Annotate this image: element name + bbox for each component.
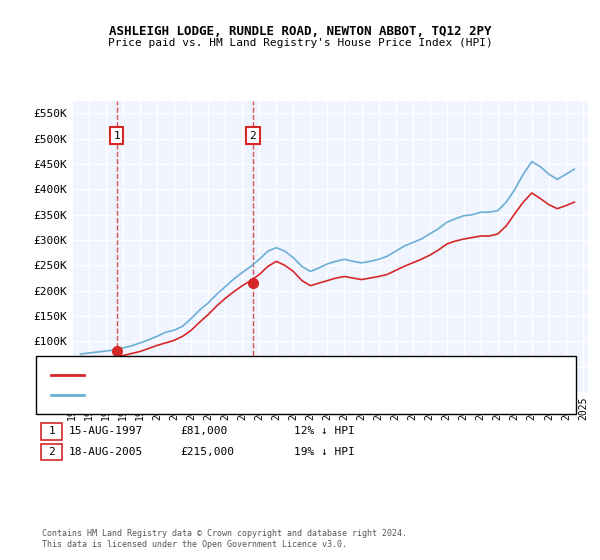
Text: £215,000: £215,000 <box>180 447 234 457</box>
Text: ASHLEIGH LODGE, RUNDLE ROAD, NEWTON ABBOT, TQ12 2PY (detached house): ASHLEIGH LODGE, RUNDLE ROAD, NEWTON ABBO… <box>91 370 491 380</box>
Text: 1: 1 <box>113 130 120 141</box>
Text: 2: 2 <box>250 130 256 141</box>
Text: 12% ↓ HPI: 12% ↓ HPI <box>294 426 355 436</box>
Text: 19% ↓ HPI: 19% ↓ HPI <box>294 447 355 457</box>
Text: 1: 1 <box>48 426 55 436</box>
Text: 15-AUG-1997: 15-AUG-1997 <box>69 426 143 436</box>
Text: 18-AUG-2005: 18-AUG-2005 <box>69 447 143 457</box>
Text: Contains HM Land Registry data © Crown copyright and database right 2024.
This d: Contains HM Land Registry data © Crown c… <box>42 529 407 549</box>
Text: ASHLEIGH LODGE, RUNDLE ROAD, NEWTON ABBOT, TQ12 2PY: ASHLEIGH LODGE, RUNDLE ROAD, NEWTON ABBO… <box>109 25 491 38</box>
Text: 2: 2 <box>48 447 55 457</box>
Text: £81,000: £81,000 <box>180 426 227 436</box>
Text: Price paid vs. HM Land Registry's House Price Index (HPI): Price paid vs. HM Land Registry's House … <box>107 38 493 48</box>
Text: HPI: Average price, detached house, Teignbridge: HPI: Average price, detached house, Teig… <box>91 390 367 400</box>
